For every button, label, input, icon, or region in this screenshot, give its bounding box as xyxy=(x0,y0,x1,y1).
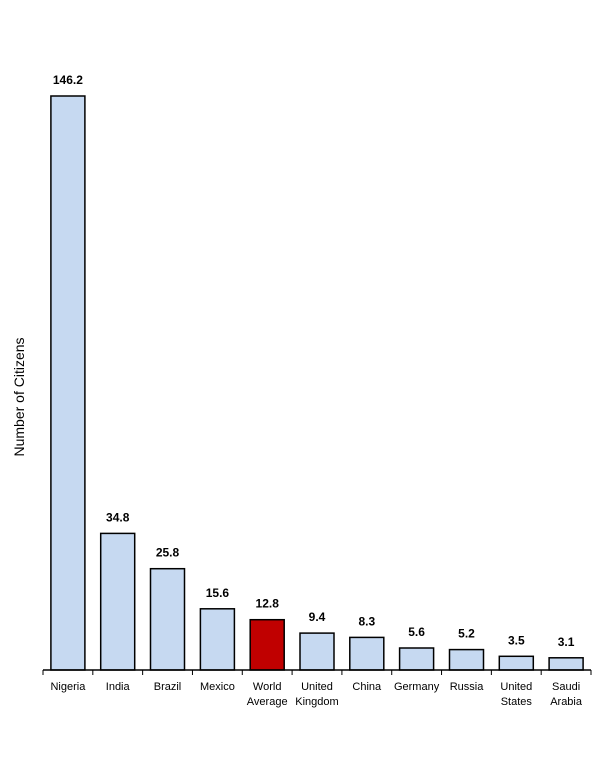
category-label: India xyxy=(106,681,131,693)
bar-value-label: 9.4 xyxy=(309,610,326,624)
bar xyxy=(149,567,186,671)
bar xyxy=(398,647,435,671)
category-label: Nigeria xyxy=(50,681,86,693)
bar xyxy=(50,95,86,671)
bar xyxy=(498,655,535,671)
bar xyxy=(299,632,335,671)
category-label: China xyxy=(352,681,382,693)
bar-value-label: 3.5 xyxy=(508,633,525,647)
bar xyxy=(448,648,485,671)
category-label: Russia xyxy=(450,681,485,693)
bar xyxy=(349,636,385,671)
bar-value-label: 12.8 xyxy=(256,597,280,611)
y-axis-label: Number of Citizens xyxy=(11,337,27,456)
bar-value-label: 25.8 xyxy=(156,546,180,560)
bar-value-label: 15.6 xyxy=(206,586,230,600)
bar xyxy=(199,608,236,671)
category-label: United Kingdom xyxy=(295,681,338,708)
bar-value-label: 5.6 xyxy=(408,625,425,639)
category-label: Brazil xyxy=(154,681,182,693)
bar-value-label: 8.3 xyxy=(358,614,375,628)
bar xyxy=(249,618,285,671)
bar-value-label: 146.2 xyxy=(53,73,83,87)
category-label: United States xyxy=(500,681,532,708)
bar-value-label: 34.8 xyxy=(106,510,130,524)
category-label: Saudi Arabia xyxy=(550,681,583,708)
value-labels-group: 146.2 34.8 25.8 15.6 12.8 9.4 8.3 5.6 5.2 3.5 3.1 xyxy=(53,73,575,649)
category-label: Germany xyxy=(394,681,440,693)
bar xyxy=(548,657,584,671)
category-label: World Average xyxy=(247,681,288,708)
bars-group xyxy=(50,95,584,671)
category-label: Mexico xyxy=(200,681,235,693)
bar-value-label: 5.2 xyxy=(458,627,475,641)
category-labels-group: Nigeria India Brazil Mexico World Average Unit… xyxy=(50,681,582,708)
x-axis xyxy=(42,669,592,675)
bar-value-label: 3.1 xyxy=(558,635,575,649)
bar xyxy=(99,532,136,671)
